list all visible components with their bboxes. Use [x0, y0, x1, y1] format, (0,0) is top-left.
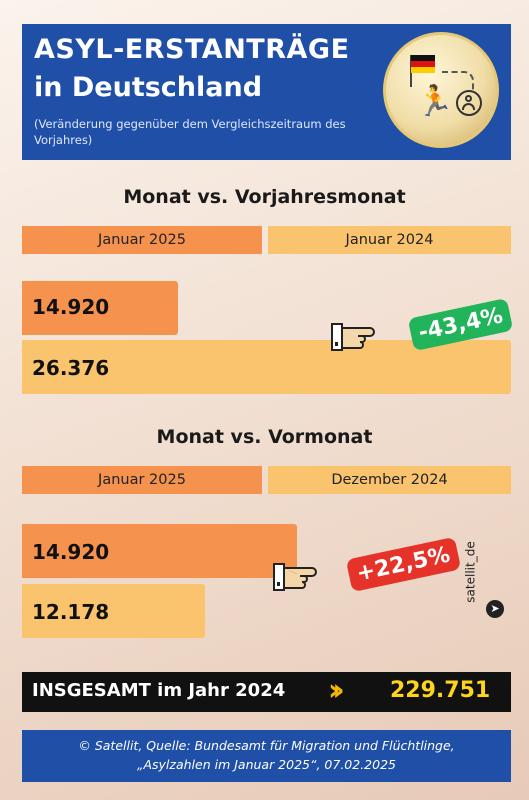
chart2-bar-current: [22, 524, 297, 578]
chart1-bar-previous: [22, 340, 511, 394]
chart2-legend-previous: Dezember 2024: [268, 466, 511, 494]
chart1-bar-current-label: 14.920: [32, 295, 110, 319]
credit-handle: satellit_de: [463, 541, 478, 603]
credit: satellit_de ➤: [464, 520, 529, 630]
chart2-bar-previous-label: 12.178: [32, 600, 110, 624]
page-title-line2: in Deutschland: [34, 72, 263, 103]
double-chevron-right-icon: ››: [328, 673, 344, 708]
header-banner: ASYL-ERSTANTRÄGE in Deutschland (Verände…: [22, 24, 511, 160]
chart1-bar-current: [22, 281, 178, 335]
chart2-bar-previous: [22, 584, 205, 638]
page-title: ASYL-ERSTANTRÄGE: [34, 34, 350, 65]
chart1-bar-previous-label: 26.376: [32, 356, 110, 380]
footer-line1: © Satellit, Quelle: Bundesamt für Migrat…: [78, 738, 455, 753]
chart2-legend-current: Januar 2025: [22, 466, 262, 494]
total-value: 229.751: [390, 678, 491, 703]
total-bar: INSGESAMT im Jahr 2024 ›› 229.751: [22, 672, 511, 712]
chart2-title: Monat vs. Vormonat: [156, 426, 373, 448]
total-label: INSGESAMT im Jahr 2024: [32, 680, 286, 701]
page-subtitle: (Veränderung gegenüber dem Vergleichszei…: [34, 117, 346, 147]
chart1-legend-previous: Januar 2024: [268, 226, 511, 254]
german-flag-icon: [411, 55, 435, 73]
asylum-seeker-emblem-icon: 🏃: [383, 32, 499, 148]
pointing-hand-icon: [272, 560, 320, 602]
pointing-hand-icon: [330, 320, 378, 362]
chart2-bar-current-label: 14.920: [32, 540, 110, 564]
chart1-title: Monat vs. Vorjahresmonat: [123, 186, 406, 208]
footer-line2: „Asylzahlen im Januar 2025“, 07.02.2025: [136, 757, 396, 772]
user-circle-icon: [456, 90, 482, 116]
chart2-change-badge: +22,5%: [345, 536, 461, 593]
source-footer: © Satellit, Quelle: Bundesamt für Migrat…: [22, 730, 511, 782]
running-person-icon: 🏃: [416, 84, 454, 119]
chart1-legend-current: Januar 2025: [22, 226, 262, 254]
send-icon: ➤: [486, 600, 504, 618]
